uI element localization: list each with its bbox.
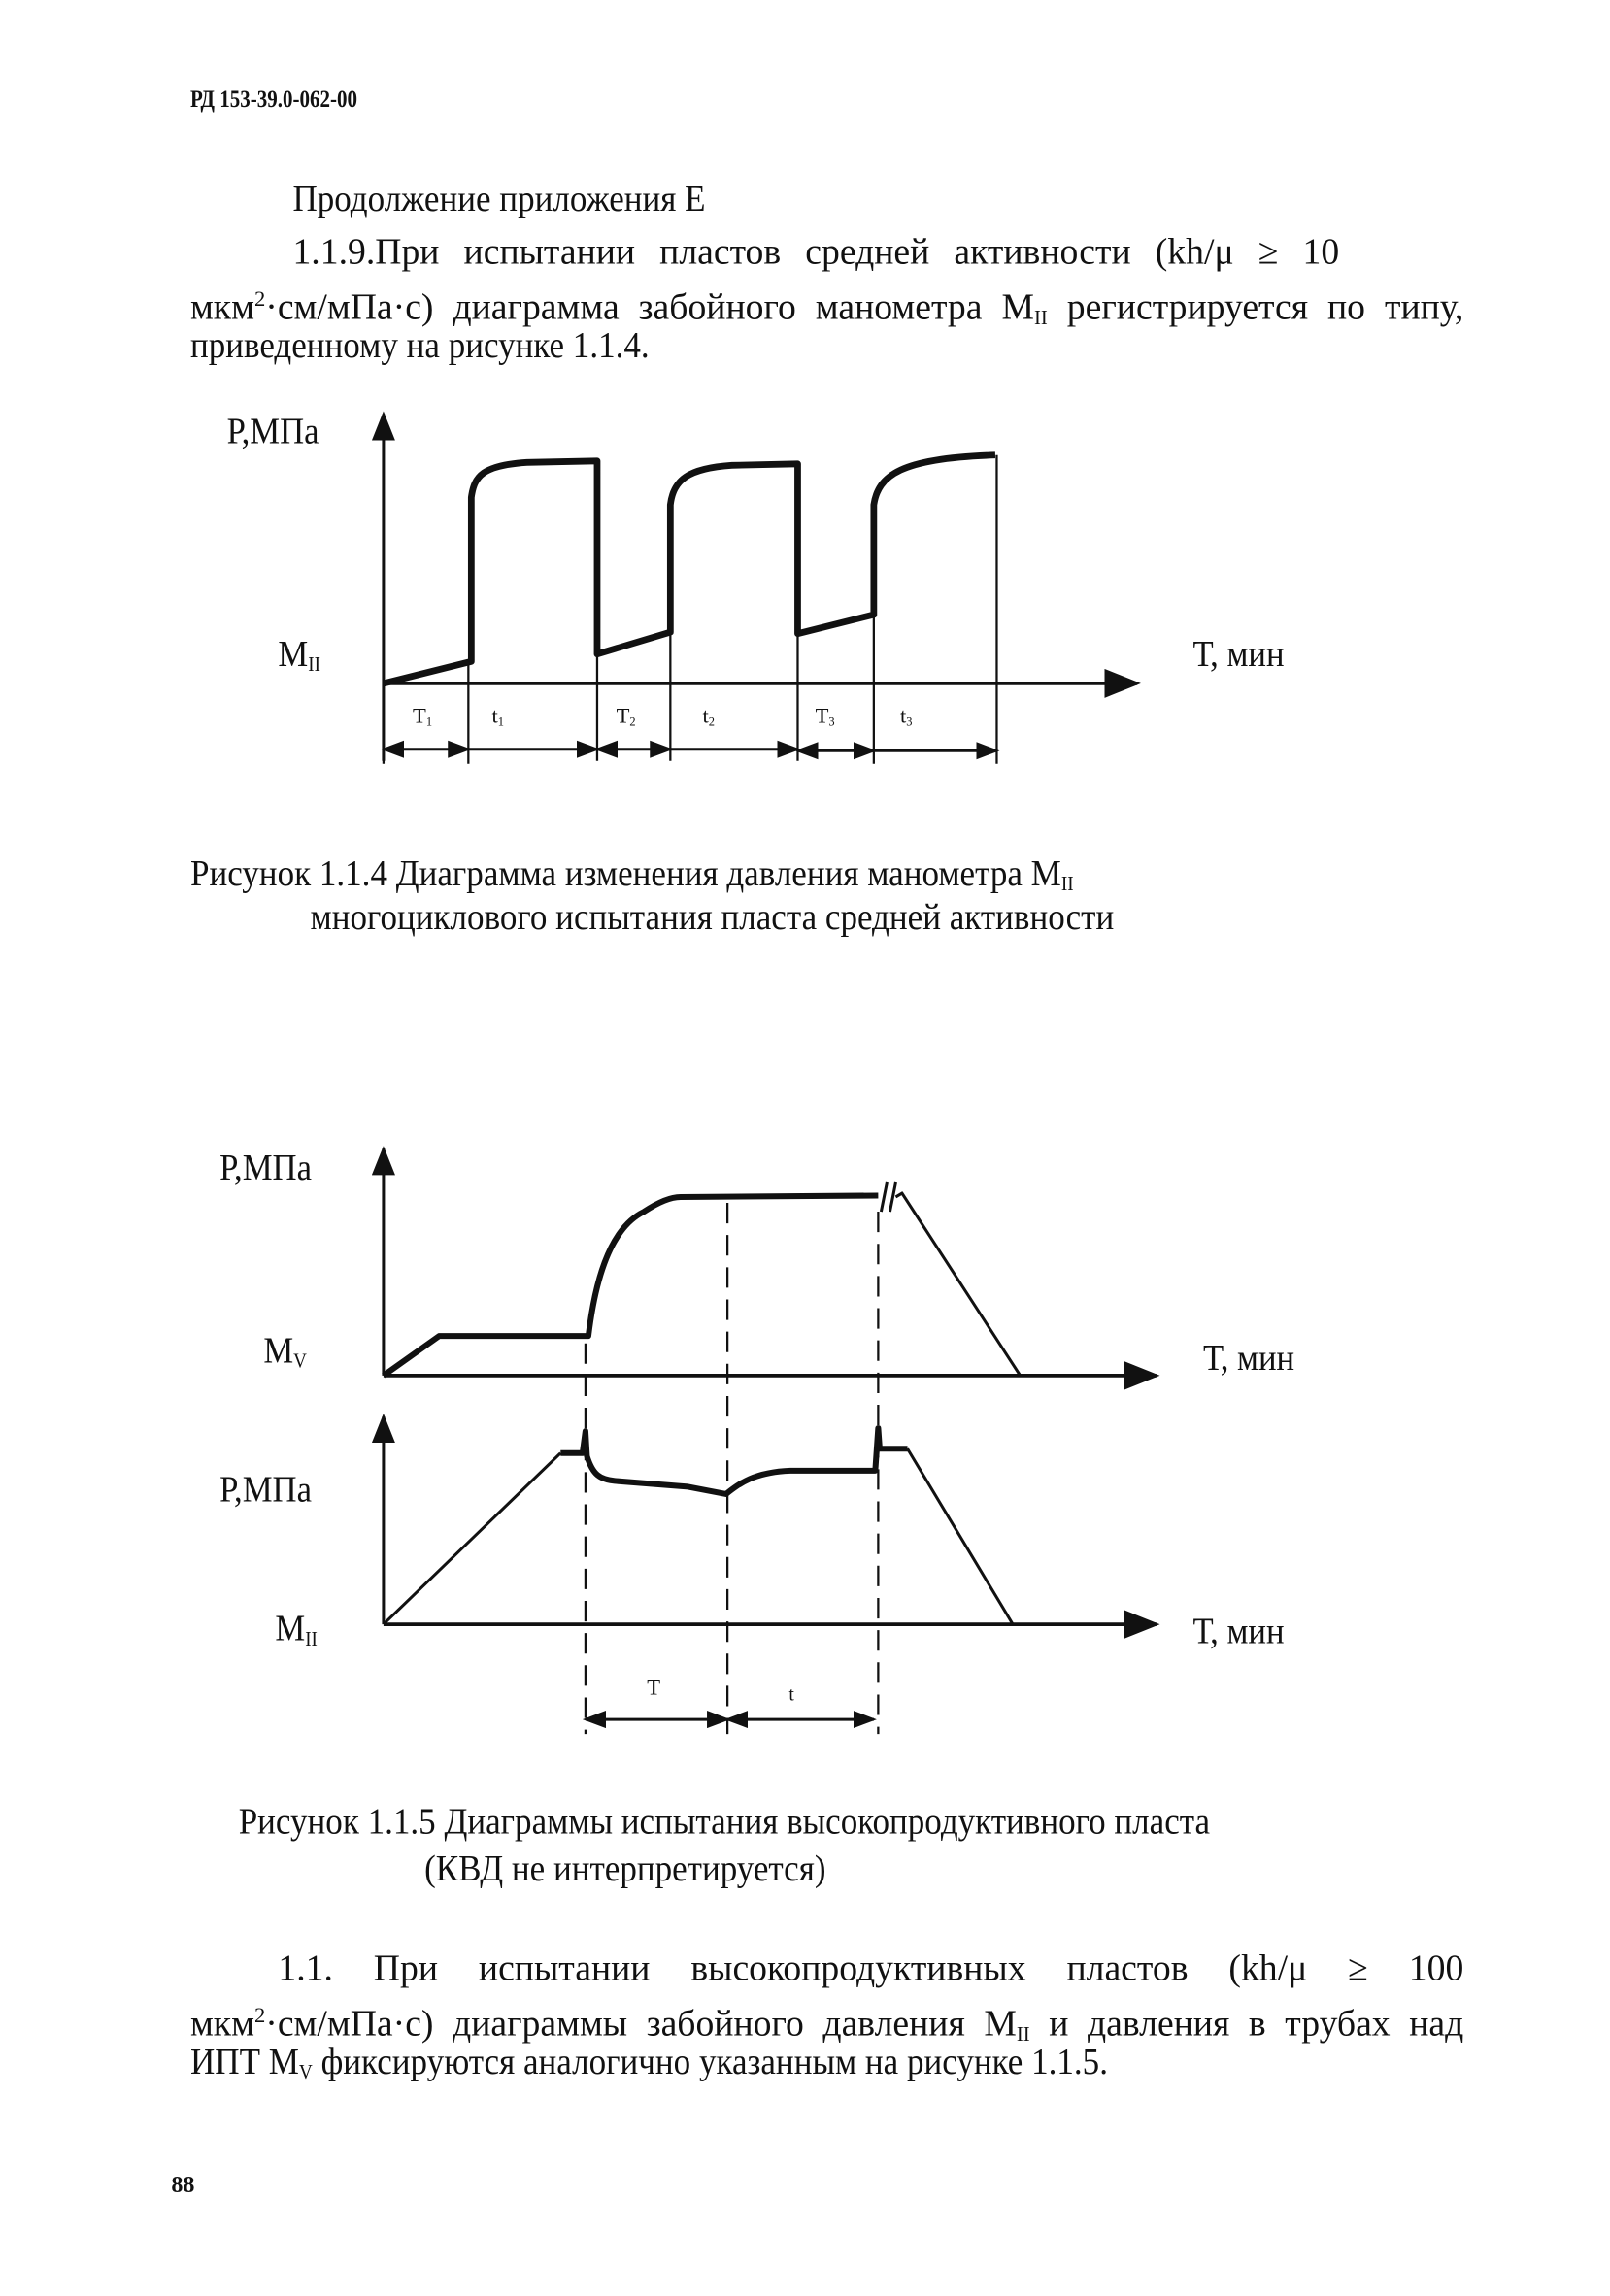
text: T <box>815 705 829 729</box>
fig1-pressure-curve <box>383 451 996 687</box>
text: t <box>899 705 907 729</box>
fig2-interval-t-label: t <box>788 1682 794 1706</box>
superscript: 2 <box>253 287 266 313</box>
text: регистрируется по типу, <box>1047 287 1464 328</box>
subscript: 1 <box>425 715 433 729</box>
text: М <box>263 1331 294 1372</box>
fig2-top-x-axis-label: Т, мин <box>1203 1339 1295 1379</box>
text: мкм <box>189 2005 254 2045</box>
fig2-top-y-axis-label: Р,МПа <box>219 1148 312 1188</box>
fig1-gauge-label: МII <box>278 635 320 677</box>
subscript: 1 <box>497 715 504 729</box>
subscript: II <box>305 1627 318 1650</box>
fig2-caption-line1: Рисунок 1.1.5 Диаграммы испытания высоко… <box>238 1802 1211 1843</box>
para1-line2: мкм2·см/мПа·с) диаграмма забойного маном… <box>190 280 1463 339</box>
fig2-bottom-x-axis-label: Т, мин <box>1192 1613 1285 1652</box>
fig1-interval-label: T1 <box>413 706 432 731</box>
text: Рисунок 1.1.4 Диаграмма изменения давлен… <box>189 854 1061 894</box>
subscript: 3 <box>828 715 835 729</box>
fig1-x-axis-label: Т, мин <box>1192 635 1285 675</box>
fig2-dashed-guides <box>584 1203 880 1735</box>
fig2-bottom-gauge-label: МII <box>275 1610 318 1651</box>
text: T <box>616 705 630 729</box>
fig1-interval-label: t1 <box>491 706 504 731</box>
text: мкм <box>189 287 254 328</box>
fig1-interval-dividers <box>382 454 998 764</box>
text: ·см/мПа·с) диаграмма забойного манометра… <box>265 287 1034 328</box>
fig2-interval-T-label: T <box>647 1677 661 1701</box>
text: фиксируются аналогично указанным на рису… <box>312 2043 1108 2082</box>
fig2-top-gauge-label: МV <box>263 1332 307 1374</box>
subscript: II <box>1033 306 1048 329</box>
fig2-top-break-mark <box>879 1181 904 1213</box>
superscript: 2 <box>253 2005 266 2029</box>
subscript: II <box>1060 873 1074 895</box>
subscript: V <box>298 2060 313 2083</box>
para2-line1: 1.1. При испытании высокопродуктивных пл… <box>278 1948 1464 1989</box>
fig1-dimension-line <box>380 740 1000 760</box>
fig1-interval-label: T3 <box>816 706 835 731</box>
subscript: V <box>293 1349 307 1372</box>
fig2-bottom-pressure-rise <box>382 1451 562 1626</box>
fig1-interval-label: T2 <box>617 706 636 731</box>
text: T <box>413 705 426 729</box>
subscript: 3 <box>906 715 913 729</box>
subscript: II <box>308 652 320 676</box>
fig1-y-axis-label: Р,МПа <box>226 413 319 452</box>
page-number: 88 <box>171 2173 195 2198</box>
text: и давления в трубах над <box>1029 2005 1464 2045</box>
para1-line3: приведенному на рисунке 1.1.4. <box>189 326 650 366</box>
fig1-interval-label: t2 <box>703 706 716 731</box>
text: t <box>702 705 709 729</box>
para1-line1: 1.1.9.При испытании пластов средней акти… <box>292 232 1340 273</box>
text: ИПТ М <box>189 2043 299 2082</box>
fig2-top-pressure-curve <box>382 1192 879 1379</box>
text: М <box>275 1610 306 1649</box>
text: М <box>278 635 309 675</box>
section-title: Продолжение приложения Е <box>292 180 706 220</box>
subscript: II <box>1016 2022 1030 2046</box>
text: t <box>491 705 498 729</box>
fig2-caption-line2: (КВД не интерпретируется) <box>424 1849 826 1889</box>
fig1-interval-label: t3 <box>900 706 913 731</box>
subscript: 2 <box>629 715 636 729</box>
fig2-bottom-pressure-curve <box>560 1425 908 1497</box>
para2-line3: ИПТ МV фиксируются аналогично указанным … <box>190 2043 1108 2093</box>
fig2-top-release-line <box>900 1191 1022 1377</box>
document-code-header: РД 153-39.0-062-00 <box>189 84 358 114</box>
text: ·см/мПа·с) диаграммы забойного давления … <box>265 2005 1017 2045</box>
fig2-bottom-y-axis-label: Р,МПа <box>219 1470 312 1511</box>
fig2-bottom-release-line <box>906 1447 1015 1625</box>
fig1-caption-line1: Рисунок 1.1.4 Диаграмма изменения давлен… <box>190 854 1074 905</box>
subscript: 2 <box>708 715 716 729</box>
para2-line2: мкм2·см/мПа·с) диаграммы забойного давле… <box>190 1996 1463 2055</box>
fig1-caption-line2: многоциклового испытания пласта средней … <box>310 898 1115 939</box>
